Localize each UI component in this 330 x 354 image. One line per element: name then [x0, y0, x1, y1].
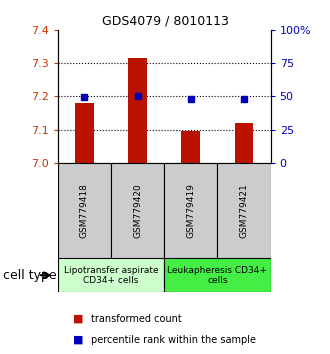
Bar	[58, 258, 164, 292]
Text: GSM779419: GSM779419	[186, 183, 195, 238]
Bar	[75, 103, 94, 163]
Bar	[58, 163, 111, 258]
Text: ■: ■	[73, 335, 83, 345]
Text: Lipotransfer aspirate
CD34+ cells: Lipotransfer aspirate CD34+ cells	[64, 266, 158, 285]
Text: cell type: cell type	[3, 269, 57, 282]
Bar	[217, 163, 271, 258]
Text: GSM779418: GSM779418	[80, 183, 89, 238]
Text: percentile rank within the sample: percentile rank within the sample	[91, 335, 256, 345]
Text: GSM779421: GSM779421	[240, 183, 248, 238]
Bar	[164, 163, 217, 258]
Bar	[182, 131, 200, 163]
Text: ■: ■	[73, 314, 83, 324]
Text: transformed count: transformed count	[91, 314, 182, 324]
Bar	[111, 163, 164, 258]
Text: GSM779420: GSM779420	[133, 183, 142, 238]
Bar	[128, 58, 147, 163]
Bar	[164, 258, 271, 292]
Bar	[235, 123, 253, 163]
Text: Leukapheresis CD34+
cells: Leukapheresis CD34+ cells	[167, 266, 267, 285]
Text: GDS4079 / 8010113: GDS4079 / 8010113	[102, 14, 228, 27]
